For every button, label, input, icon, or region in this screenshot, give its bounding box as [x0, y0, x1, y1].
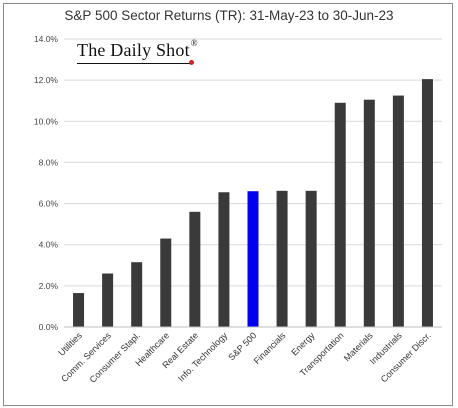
logo-underline: [77, 63, 192, 64]
bar: [363, 99, 375, 327]
bar: [392, 95, 404, 327]
x-category-label: Comm. Services: [59, 330, 113, 384]
x-category-label: Energy: [289, 330, 317, 358]
x-category-label: Utilities: [56, 330, 84, 358]
y-tick-label: 10.0%: [34, 116, 59, 126]
y-tick-label: 6.0%: [39, 199, 59, 209]
bar: [131, 262, 143, 327]
bar: [218, 192, 230, 327]
chart-title: S&P 500 Sector Returns (TR): 31-May-23 t…: [64, 8, 394, 23]
x-category-label: Info. Technology: [176, 330, 230, 384]
bar: [334, 102, 346, 328]
bar: [421, 79, 433, 327]
bar: [305, 190, 317, 327]
logo-text: The Daily Shot: [77, 40, 190, 60]
y-tick-label: 0.0%: [39, 322, 59, 332]
registered-mark: ®: [190, 38, 198, 48]
y-tick-label: 4.0%: [39, 240, 59, 250]
daily-shot-logo: The Daily Shot®: [77, 38, 198, 61]
bars: [73, 79, 433, 328]
bar: [102, 273, 114, 327]
y-tick-label: 2.0%: [39, 281, 59, 291]
y-axis-ticks: 0.0% 2.0% 4.0% 6.0% 8.0% 10.0% 12.0% 14.0%: [34, 34, 59, 332]
y-tick-label: 8.0%: [39, 157, 59, 167]
bar: [73, 293, 85, 327]
y-tick-label: 12.0%: [34, 75, 59, 85]
x-category-label: Financials: [252, 330, 288, 366]
bar: [160, 238, 172, 327]
bar-highlight: [247, 191, 259, 327]
logo-red-dot: [189, 60, 194, 65]
x-category-label: Consumer Discr.: [379, 330, 433, 384]
bar: [189, 211, 201, 327]
bar: [276, 190, 288, 327]
x-category-label: Consumer Stapl.: [88, 330, 142, 384]
y-tick-label: 14.0%: [34, 34, 59, 44]
